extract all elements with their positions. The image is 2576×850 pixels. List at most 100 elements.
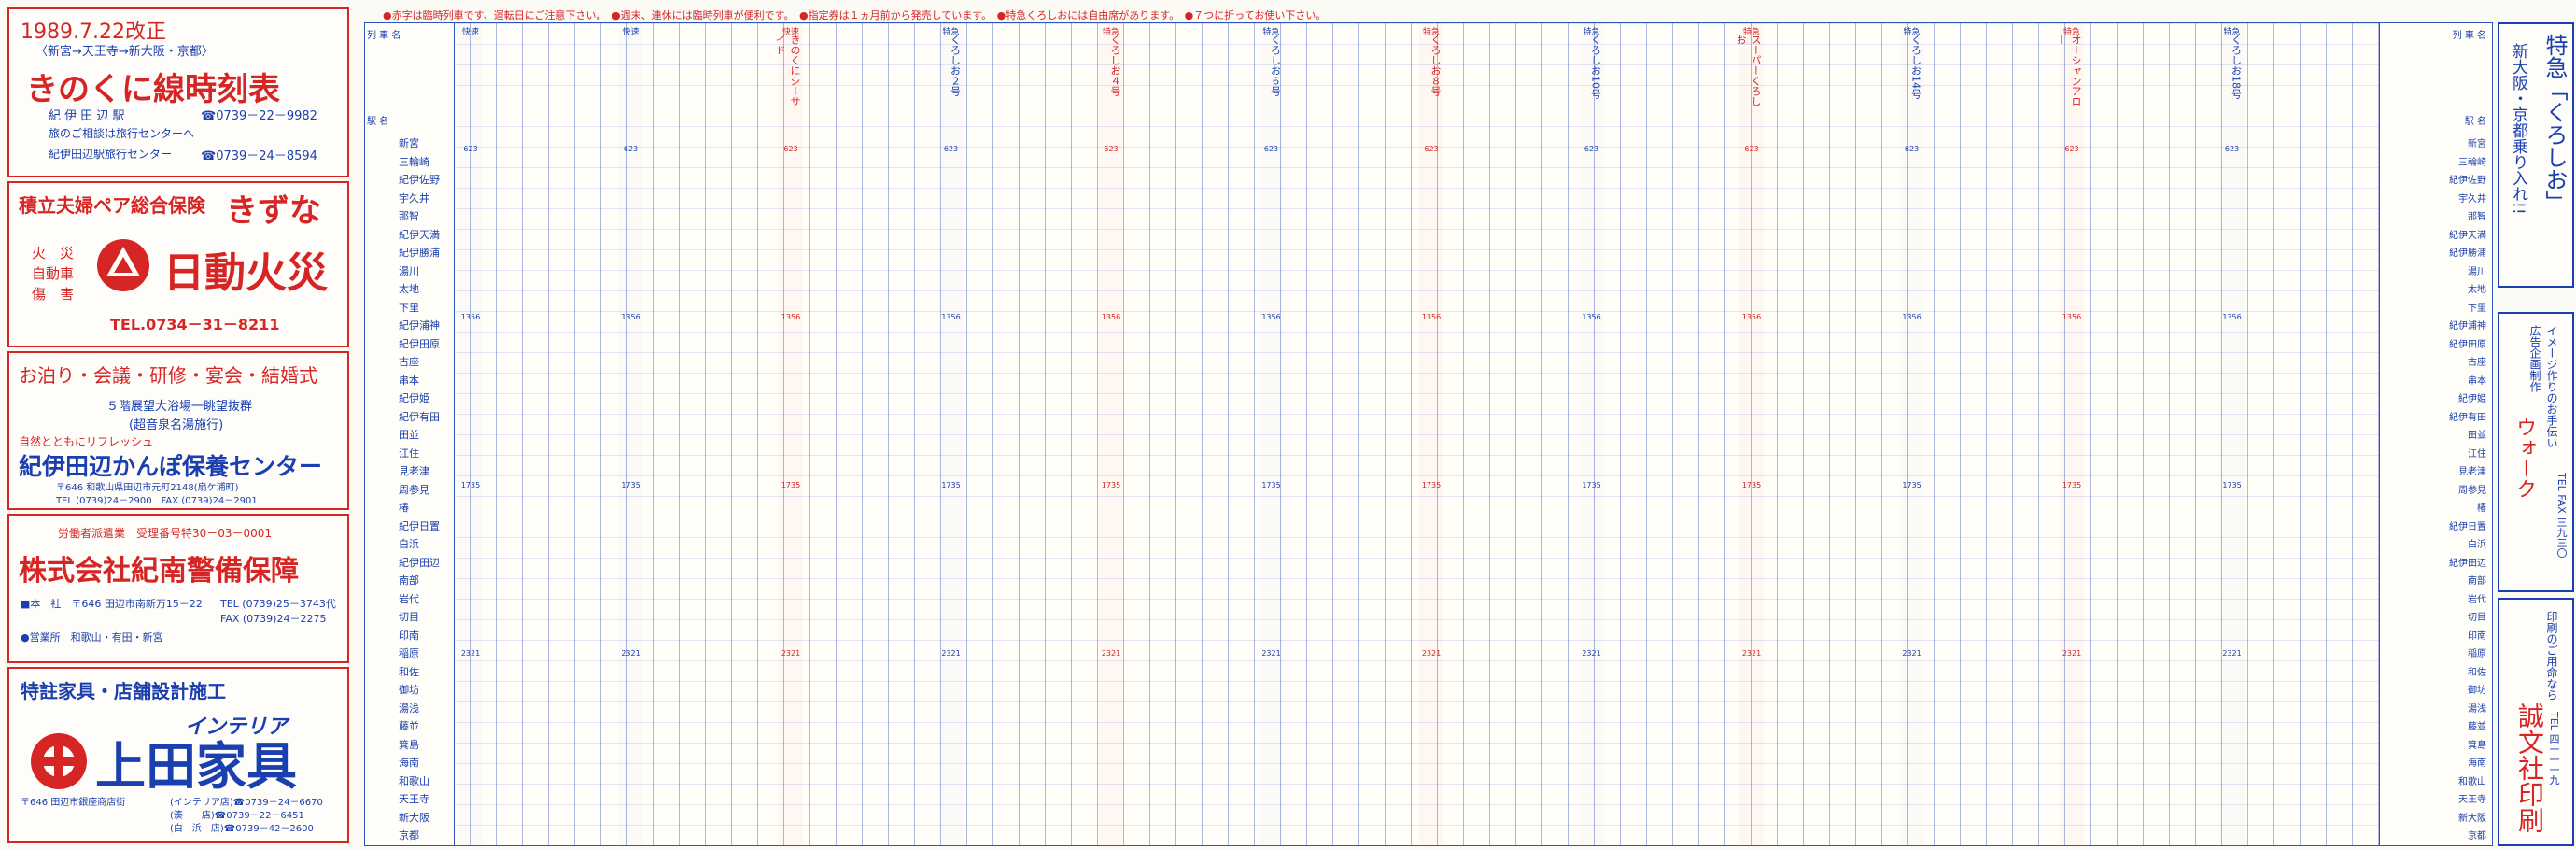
- train-time: 1356: [621, 313, 640, 321]
- train-type: 特急: [942, 28, 960, 37]
- train-name: オーシャンアロー: [2055, 35, 2082, 106]
- station-name: 和佐: [399, 665, 419, 678]
- side-ad-bottom2: 誠文社印刷: [2514, 702, 2545, 833]
- right-station-name: 古座: [2468, 358, 2486, 368]
- train-time: 1735: [1421, 481, 1442, 489]
- train-type: 特急: [1583, 28, 1600, 37]
- train-name: くろしお４号: [1109, 35, 1121, 96]
- train-time: 1356: [781, 313, 801, 321]
- train-type: 特急: [1903, 28, 1921, 37]
- right-station-name: 宇久井: [2458, 193, 2486, 205]
- resort-tagline: 自然とともにリフレッシュ: [19, 435, 154, 448]
- train-time: 623: [1424, 145, 1439, 153]
- train-time: 2321: [1741, 649, 1762, 658]
- right-station-name: 岩代: [2468, 594, 2486, 605]
- train-column: 特急 くろしお２号 623 1356 1735 2321: [939, 23, 964, 845]
- station-name: 紀伊日置: [399, 519, 440, 532]
- right-station-name: 新宮: [2468, 139, 2486, 149]
- train-time: 623: [1584, 145, 1599, 153]
- train-time: 1735: [2222, 481, 2242, 489]
- train-time: 1356: [2222, 313, 2242, 321]
- security-license: 労働者派遣業 受理番号特30－03－0001: [58, 527, 273, 540]
- train-time: 1356: [1582, 313, 1601, 321]
- furniture-tel-shirahama: (白 浜 店)☎0739－42－2600: [170, 824, 314, 834]
- resort-services: お泊り・会議・研修・宴会・結婚式: [19, 364, 317, 387]
- train-name: くろしお14号: [1909, 35, 1922, 99]
- station-name: 紀伊浦神: [399, 319, 440, 332]
- right-station-name: 印南: [2468, 630, 2486, 642]
- train-name: きのくにシーサイド: [774, 35, 801, 106]
- station-name: 紀伊有田: [399, 410, 440, 423]
- station-tel: ☎0739－22－9982: [201, 109, 317, 123]
- nichido-logo-icon: [97, 239, 149, 291]
- station-name: 三輪崎: [399, 155, 429, 168]
- resort-feature-note: (超音泉名湯施行): [129, 418, 224, 432]
- right-timetable-header: 列 車 名: [2452, 31, 2486, 41]
- train-type: 特急: [2062, 28, 2080, 37]
- station-name: 印南: [399, 629, 419, 642]
- ueda-logo-icon: [31, 733, 87, 789]
- side-ad-printing: 印刷のご用命なら 誠文社印刷 TEL 四一一一九: [2498, 598, 2574, 846]
- train-time: 1356: [1101, 313, 1121, 321]
- train-name: くろしお18号: [2230, 35, 2243, 99]
- train-time: 1356: [1902, 313, 1921, 321]
- train-time: 1735: [621, 481, 640, 489]
- side-ad-tel: TEL FAX 三九三〇: [2555, 473, 2568, 559]
- train-time: 1735: [1101, 481, 1121, 489]
- side-ad-title: 特急「くろしお」: [2541, 34, 2568, 213]
- train-type: 快速: [781, 28, 799, 37]
- hazard-fire: 火 災: [32, 245, 75, 262]
- train-name: スーパーくろしお: [1735, 35, 1762, 106]
- right-station-name: 見老津: [2458, 467, 2486, 477]
- insurance-company: 日動火災: [163, 249, 328, 297]
- train-column: 特急 くろしお８号 623 1356 1735 2321: [1419, 23, 1443, 845]
- train-time: 1356: [460, 313, 481, 321]
- right-station-name: 下里: [2468, 303, 2486, 314]
- security-name: 株式会社紀南警備保障: [19, 555, 299, 588]
- right-station-name: 箕島: [2468, 740, 2486, 751]
- side-ad-mid2: 広告企画制作: [2528, 325, 2541, 392]
- side-ad-bottom3: TEL 四一一一九: [2548, 712, 2560, 786]
- right-station-name: 那智: [2468, 212, 2486, 222]
- side-ad-walk: イメージ作りのお手伝い 広告企画制作 ウォーク TEL FAX 三九三〇: [2498, 312, 2574, 592]
- security-hq: ■本 社 〒646 田辺市南新万15－22: [21, 598, 203, 610]
- train-time: 1735: [1902, 481, 1921, 489]
- right-station-name: 和歌山: [2458, 776, 2486, 787]
- train-column: 特急 くろしお18号 623 1356 1735 2321: [2220, 23, 2245, 845]
- station-name: 太地: [399, 283, 419, 295]
- train-time: 1356: [1741, 313, 1762, 321]
- train-time: 2321: [1101, 649, 1121, 658]
- train-time: 2321: [2222, 649, 2242, 658]
- train-time: 623: [463, 145, 478, 153]
- train-time: 623: [1904, 145, 1920, 153]
- right-station-column: 列 車 名 駅 名 新宮 三輪崎 紀伊佐野 宇久井 那智 紀伊天満 紀伊勝浦 湯川 太地 下里 紀伊…: [2379, 23, 2492, 845]
- right-station-name: 紀伊田辺: [2449, 558, 2486, 569]
- right-station-name: 紀伊日置: [2449, 521, 2486, 532]
- station-name: 海南: [399, 757, 419, 769]
- station-name: 御坊: [399, 684, 419, 696]
- right-station-name: 新大阪: [2458, 813, 2486, 824]
- train-type: 特急: [1742, 28, 1760, 37]
- train-time: 1735: [941, 481, 961, 489]
- furniture-address: 〒646 田辺市銀座商店街: [21, 798, 126, 808]
- station-name: 新大阪: [399, 811, 429, 824]
- right-station-name: 紀伊有田: [2449, 412, 2486, 423]
- resort-tel: TEL (0739)24－2900 FAX (0739)24－2901: [56, 496, 258, 506]
- train-name: くろしお２号: [949, 35, 962, 96]
- train-name: くろしお10号: [1589, 35, 1602, 99]
- right-station-name: 和佐: [2468, 667, 2486, 678]
- station-name: 稲原: [399, 647, 419, 659]
- right-station-name: 江住: [2468, 448, 2486, 460]
- station-name: 紀伊佐野: [399, 174, 440, 186]
- right-station-name: 周参見: [2458, 485, 2486, 496]
- train-time: 623: [623, 145, 639, 153]
- right-station-name: 湯川: [2468, 266, 2486, 277]
- train-name: くろしお８号: [1429, 35, 1442, 96]
- timetable-title: きのくに線時刻表: [26, 71, 280, 108]
- train-type: 特急: [1262, 28, 1280, 37]
- timetable: 列 車 名 駅 名 新宮 三輪崎 紀伊佐野 宇久井 那智 紀伊天満 紀伊勝浦 湯川 太地 下里 紀伊…: [364, 22, 2493, 846]
- train-column: 快速 623 1356 1735 2321: [619, 23, 643, 845]
- route: 〈新宮→天王寺→新大阪・京都〉: [35, 45, 214, 59]
- station-column: 列 車 名 駅 名 新宮 三輪崎 紀伊佐野 宇久井 那智 紀伊天満 紀伊勝浦 湯川 太地 下里 紀伊…: [365, 23, 455, 845]
- right-station-name: 湯浅: [2468, 703, 2486, 715]
